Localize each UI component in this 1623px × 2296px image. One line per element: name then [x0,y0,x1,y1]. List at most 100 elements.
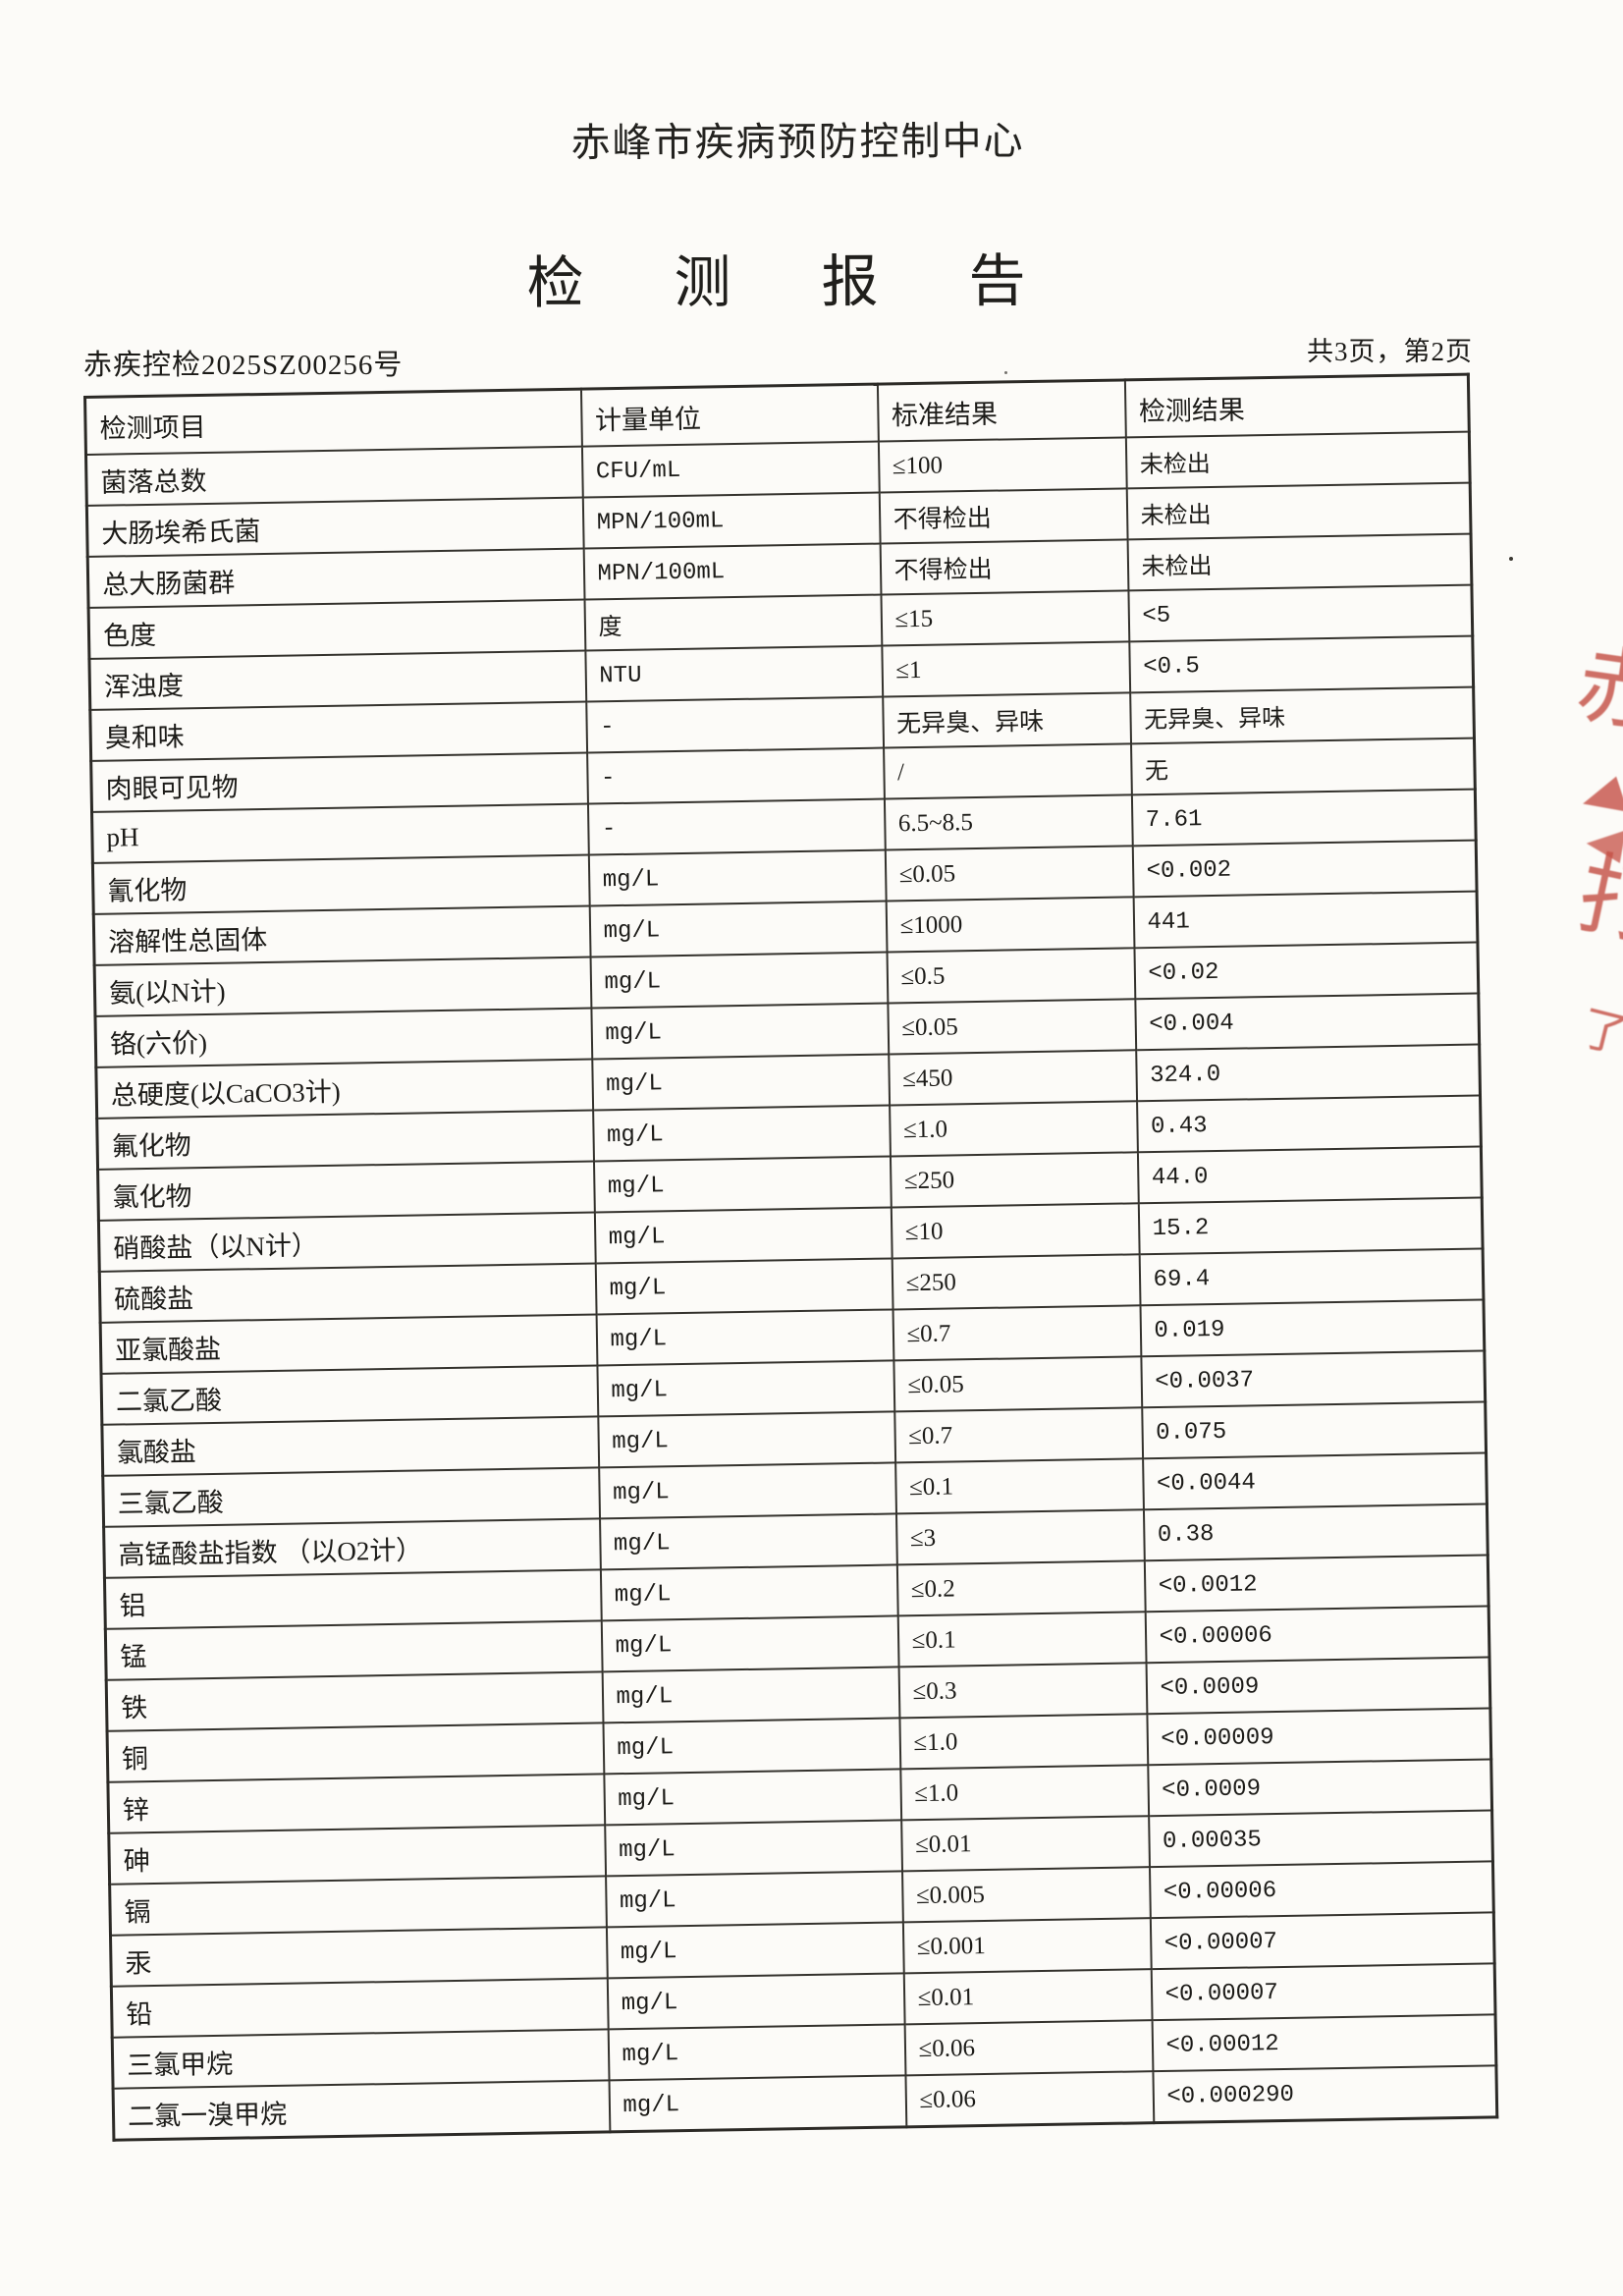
cell-standard: ≤0.05 [887,999,1136,1055]
cell-test-item: 二氯乙酸 [101,1365,598,1425]
cell-standard: ≤0.01 [903,1969,1153,2025]
cell-unit: mg/L [601,1615,899,1672]
cell-result: 0.019 [1140,1299,1485,1357]
cell-result: <0.00006 [1145,1606,1489,1664]
red-stamp-fragment-icon [1584,824,1623,863]
cell-unit: mg/L [589,901,888,957]
cell-unit: mg/L [609,2075,906,2132]
cell-standard: ≤0.005 [901,1867,1151,1923]
cell-test-item: 氯酸盐 [101,1416,599,1476]
cell-result: 未检出 [1127,533,1472,591]
cell-unit: CFU/mL [581,441,880,498]
cell-unit: - [587,798,886,855]
red-stamp-fragment-icon: 赤 [1570,637,1623,744]
cell-unit: mg/L [600,1564,898,1621]
cell-standard: ≤1.0 [899,1765,1149,1821]
cell-unit: mg/L [596,1309,893,1366]
cell-test-item: 铜 [107,1722,604,1782]
page-indicator: 共3页，第2页 [1307,337,1473,366]
cell-unit: mg/L [602,1718,900,1775]
cell-standard: ≤1.0 [889,1101,1138,1157]
cell-standard: ≤0.06 [904,2020,1153,2076]
cell-result: <0.5 [1128,635,1474,693]
cell-unit: mg/L [592,1105,891,1162]
cell-test-item: 氨(以N计) [94,957,591,1016]
cell-result: 441 [1133,891,1478,949]
results-table: 检测项目 计量单位 标准结果 检测结果 菌落总数 CFU/mL ≤100 未检出… [83,372,1499,2142]
scan-speck [1004,371,1007,374]
cell-test-item: 铬(六价) [94,1008,592,1067]
cell-result: <0.00006 [1149,1861,1494,1919]
cell-test-item: 三氯乙酸 [102,1467,600,1527]
cell-standard: ≤0.1 [897,1612,1147,1667]
cell-result: <0.0044 [1142,1452,1488,1510]
cell-standard: 不得检出 [880,539,1128,595]
cell-unit: - [586,747,885,804]
cell-test-item: 锰 [105,1620,603,1680]
cell-result: <0.0012 [1144,1555,1489,1613]
cell-result: 未检出 [1125,431,1471,489]
cell-unit: NTU [584,645,883,702]
cell-standard: ≤0.06 [904,2071,1154,2127]
cell-unit: mg/L [607,1973,905,2030]
cell-test-item: 色度 [88,599,585,659]
cell-result: <0.00007 [1151,1963,1496,2021]
cell-standard: ≤15 [880,590,1129,646]
cell-standard: ≤100 [878,437,1127,493]
cell-standard: ≤0.01 [900,1816,1150,1872]
cell-unit: mg/L [593,1156,892,1213]
cell-standard: ≤0.7 [893,1305,1141,1361]
cell-result: 0.38 [1143,1503,1488,1561]
cell-test-item: 铅 [111,1978,609,2038]
cell-unit: 度 [584,594,882,651]
red-stamp-fragment-icon: 打 [1569,843,1623,960]
cell-result: 7.61 [1131,789,1477,847]
cell-test-item: pH [91,803,589,863]
cell-test-item: 砷 [108,1825,606,1885]
cell-result: 69.4 [1139,1248,1484,1306]
cell-unit: mg/L [599,1513,897,1570]
cell-unit: mg/L [603,1769,901,1826]
scan-speck [1509,557,1513,561]
cell-result: 未检出 [1126,482,1472,540]
cell-result: 15.2 [1138,1197,1484,1255]
cell-standard: ≤3 [895,1509,1145,1565]
cell-standard: ≤1.0 [898,1714,1148,1770]
cell-result: <5 [1127,584,1473,642]
cell-result: <0.0037 [1140,1350,1486,1408]
cell-standard: / [883,743,1132,799]
cell-unit: mg/L [594,1207,893,1264]
cell-unit: mg/L [605,1871,903,1928]
cell-unit: mg/L [596,1360,894,1417]
cell-test-item: 臭和味 [89,701,587,761]
cell-standard: ≤0.3 [898,1663,1147,1719]
cell-unit: MPN/100mL [582,492,881,549]
cell-test-item: 三氯甲烷 [112,2029,610,2089]
results-table-body: 菌落总数 CFU/mL ≤100 未检出 大肠埃希氏菌 MPN/100mL 不得… [85,431,1497,2141]
cell-test-item: 铁 [106,1671,603,1731]
cell-test-item: 大肠埃希氏菌 [86,497,584,557]
cell-standard: ≤0.05 [885,846,1134,902]
cell-standard: ≤0.2 [896,1560,1146,1616]
column-header-standard: 标准结果 [877,379,1126,442]
cell-unit: mg/L [604,1820,902,1877]
cell-result: <0.0009 [1147,1759,1492,1817]
cell-test-item: 高锰酸盐指数 （以O2计） [103,1518,601,1578]
column-header-unit: 计量单位 [580,384,879,447]
cell-test-item: 氰化物 [92,854,590,914]
cell-result: 0.43 [1136,1095,1482,1153]
cell-unit: mg/L [606,1922,904,1979]
cell-standard: ≤0.05 [893,1356,1142,1412]
red-stamp-fragment-icon [1578,776,1623,825]
cell-unit: mg/L [590,952,888,1009]
cell-standard: ≤10 [891,1203,1140,1259]
cell-standard: ≤250 [892,1254,1141,1310]
cell-standard: ≤0.5 [887,948,1135,1004]
cell-result: 324.0 [1135,1044,1481,1102]
cell-test-item: 亚氯酸盐 [100,1314,597,1374]
cell-result: <0.002 [1132,840,1478,898]
report-number: 赤疾控检2025SZ00256号 [83,350,404,381]
cell-result: <0.0009 [1146,1657,1490,1715]
cell-standard: 无异臭、异味 [882,692,1131,748]
